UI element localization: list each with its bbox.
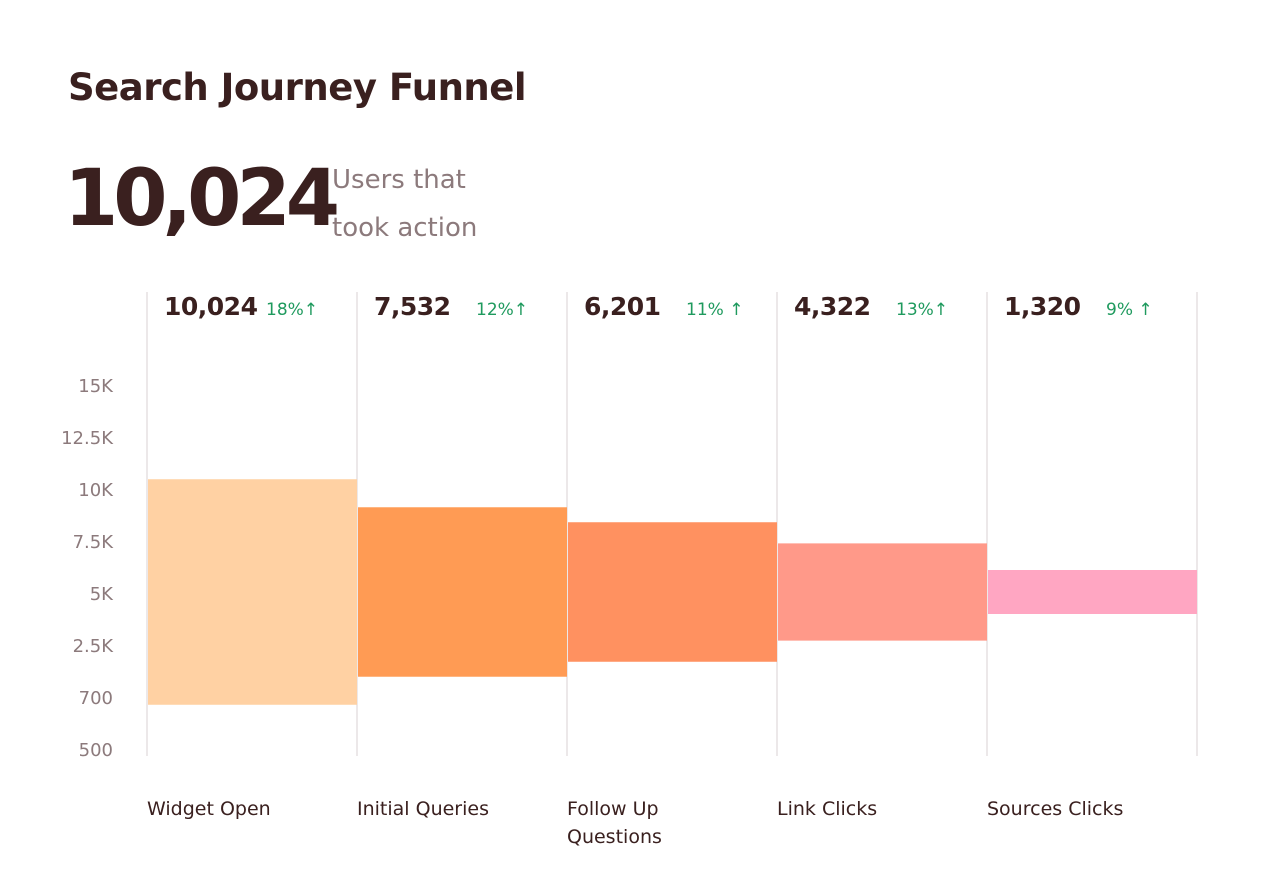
stage-value-label: 10,024 (164, 292, 258, 321)
stage-change-label: 18%↑ (266, 300, 319, 320)
total-users-caption: Users that took action (332, 165, 478, 243)
stage-value-label: 6,201 (584, 292, 661, 321)
stage-value-label: 4,322 (794, 292, 871, 321)
category-label: Sources Clicks (987, 798, 1124, 820)
funnel-bar (988, 570, 1197, 614)
category-label: Widget Open (147, 798, 271, 820)
y-tick-label: 2.5K (73, 636, 115, 657)
y-tick-label: 10K (78, 480, 114, 501)
stage-change-label: 9% ↑ (1106, 300, 1153, 320)
funnel-bar (568, 522, 777, 662)
stage-value-label: 1,320 (1004, 292, 1081, 321)
stage-change-label: 13%↑ (896, 300, 949, 320)
y-tick-label: 5K (90, 584, 114, 605)
funnel-bar (778, 543, 987, 641)
y-tick-label: 12.5K (61, 428, 114, 449)
y-tick-label: 7.5K (73, 532, 115, 553)
y-tick-label: 15K (78, 376, 114, 397)
category-label: Initial Queries (357, 798, 489, 820)
funnel-bar (358, 507, 567, 677)
stage-value-label: 7,532 (374, 292, 451, 321)
stage-change-label: 11% ↑ (686, 300, 744, 320)
total-users-value: 10,024 (64, 154, 340, 244)
category-label: Link Clicks (777, 798, 878, 820)
funnel-bar (148, 479, 357, 705)
category-label: Follow Up Questions (567, 798, 662, 848)
y-tick-label: 500 (79, 740, 113, 761)
y-tick-label: 700 (79, 688, 113, 709)
chart-title: Search Journey Funnel (68, 66, 527, 109)
stage-change-label: 12%↑ (476, 300, 529, 320)
